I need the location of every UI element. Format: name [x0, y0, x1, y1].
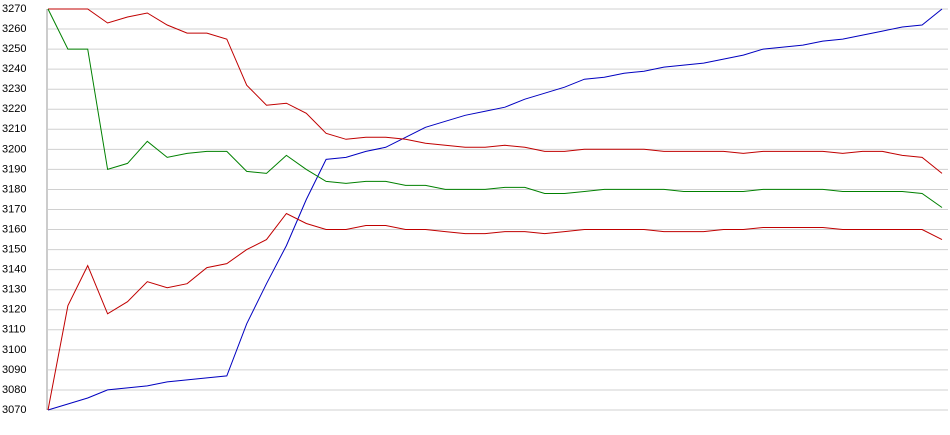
y-tick-label: 3210 — [2, 123, 26, 135]
y-tick-label: 3070 — [2, 404, 26, 416]
y-tick-label: 3200 — [2, 143, 26, 155]
y-tick-label: 3110 — [2, 324, 26, 336]
series-line — [47, 8, 943, 208]
y-tick-label: 3250 — [2, 43, 26, 55]
y-tick-label: 3230 — [2, 83, 26, 95]
y-tick-label: 3130 — [2, 284, 26, 296]
y-tick-label: 3270 — [2, 3, 26, 15]
y-tick-label: 3180 — [2, 183, 26, 195]
y-tick-label: 3090 — [2, 364, 26, 376]
y-tick-label: 3240 — [2, 63, 26, 75]
series-line — [48, 8, 943, 174]
y-tick-label: 3160 — [2, 223, 26, 235]
y-tick-label: 3120 — [2, 304, 26, 316]
y-tick-label: 3190 — [2, 163, 26, 175]
y-tick-label: 3140 — [2, 264, 26, 276]
y-tick-label: 3220 — [2, 103, 26, 115]
series-line — [47, 8, 943, 411]
y-tick-label: 3080 — [2, 384, 26, 396]
y-tick-label: 3170 — [2, 203, 26, 215]
y-tick-label: 3260 — [2, 23, 26, 35]
y-tick-label: 3100 — [2, 344, 26, 356]
y-tick-label: 3150 — [2, 244, 26, 256]
series-line — [47, 212, 943, 411]
